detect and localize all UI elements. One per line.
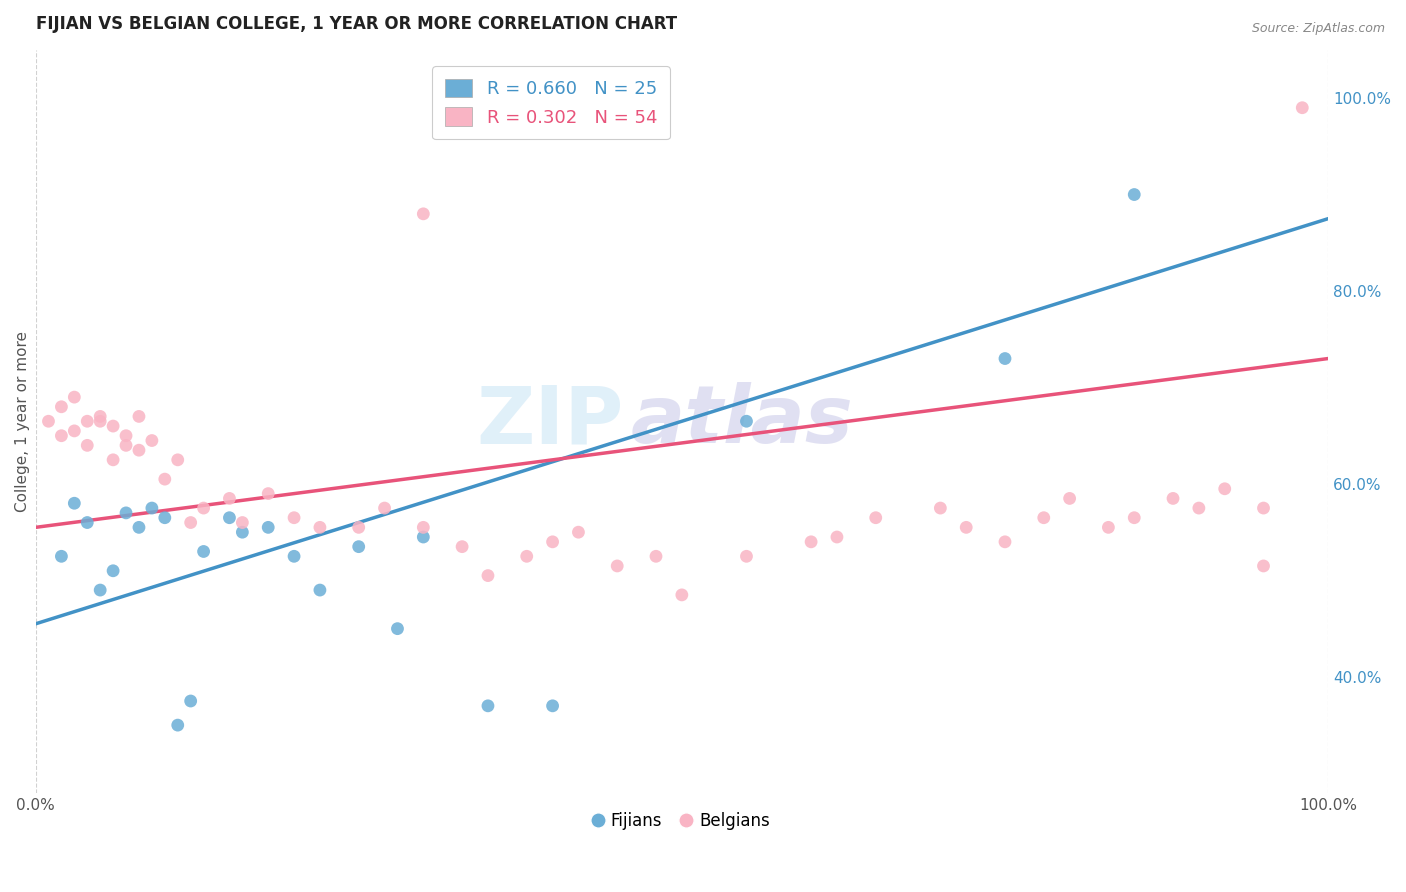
Point — [477, 698, 499, 713]
Point — [1291, 101, 1313, 115]
Point — [218, 491, 240, 506]
Point — [606, 558, 628, 573]
Point — [1123, 187, 1146, 202]
Point — [645, 549, 668, 564]
Point — [51, 400, 73, 414]
Point — [451, 540, 474, 554]
Text: ZIP: ZIP — [477, 383, 624, 460]
Text: atlas: atlas — [630, 383, 853, 460]
Point — [412, 207, 434, 221]
Point — [955, 520, 977, 534]
Point — [89, 409, 111, 424]
Point — [115, 506, 138, 520]
Point — [141, 501, 163, 516]
Point — [1188, 501, 1211, 516]
Point — [76, 438, 98, 452]
Point — [1161, 491, 1184, 506]
Point — [1123, 510, 1146, 524]
Point — [735, 549, 758, 564]
Point — [218, 510, 240, 524]
Point — [141, 434, 163, 448]
Point — [412, 530, 434, 544]
Point — [180, 694, 202, 708]
Point — [89, 414, 111, 428]
Point — [89, 583, 111, 598]
Point — [1097, 520, 1119, 534]
Point — [309, 583, 332, 598]
Point — [309, 520, 332, 534]
Point — [128, 443, 150, 458]
Point — [1253, 501, 1275, 516]
Point — [1059, 491, 1081, 506]
Point — [994, 351, 1017, 366]
Point — [231, 525, 253, 540]
Point — [800, 534, 823, 549]
Point — [63, 496, 86, 510]
Point — [541, 534, 564, 549]
Point — [387, 622, 409, 636]
Point — [63, 424, 86, 438]
Point — [541, 698, 564, 713]
Point — [1253, 558, 1275, 573]
Point — [115, 428, 138, 442]
Point — [166, 453, 188, 467]
Point — [76, 414, 98, 428]
Point — [166, 718, 188, 732]
Point — [37, 414, 59, 428]
Point — [477, 568, 499, 582]
Point — [63, 390, 86, 404]
Point — [865, 510, 887, 524]
Point — [374, 501, 396, 516]
Point — [347, 540, 370, 554]
Point — [115, 438, 138, 452]
Point — [347, 520, 370, 534]
Point — [51, 549, 73, 564]
Point — [193, 544, 215, 558]
Point — [257, 486, 280, 500]
Point — [231, 516, 253, 530]
Point — [1032, 510, 1054, 524]
Point — [101, 419, 124, 434]
Legend: Fijians, Belgians: Fijians, Belgians — [588, 805, 776, 837]
Point — [994, 534, 1017, 549]
Point — [516, 549, 538, 564]
Point — [128, 520, 150, 534]
Point — [1213, 482, 1236, 496]
Point — [567, 525, 589, 540]
Point — [257, 520, 280, 534]
Point — [283, 510, 305, 524]
Point — [76, 516, 98, 530]
Point — [929, 501, 952, 516]
Point — [735, 414, 758, 428]
Point — [283, 549, 305, 564]
Point — [671, 588, 693, 602]
Text: FIJIAN VS BELGIAN COLLEGE, 1 YEAR OR MORE CORRELATION CHART: FIJIAN VS BELGIAN COLLEGE, 1 YEAR OR MOR… — [35, 15, 676, 33]
Point — [128, 409, 150, 424]
Y-axis label: College, 1 year or more: College, 1 year or more — [15, 331, 30, 512]
Point — [51, 428, 73, 442]
Point — [101, 564, 124, 578]
Point — [180, 516, 202, 530]
Point — [153, 510, 176, 524]
Text: Source: ZipAtlas.com: Source: ZipAtlas.com — [1251, 22, 1385, 36]
Point — [101, 453, 124, 467]
Point — [193, 501, 215, 516]
Point — [412, 520, 434, 534]
Point — [153, 472, 176, 486]
Point — [825, 530, 848, 544]
